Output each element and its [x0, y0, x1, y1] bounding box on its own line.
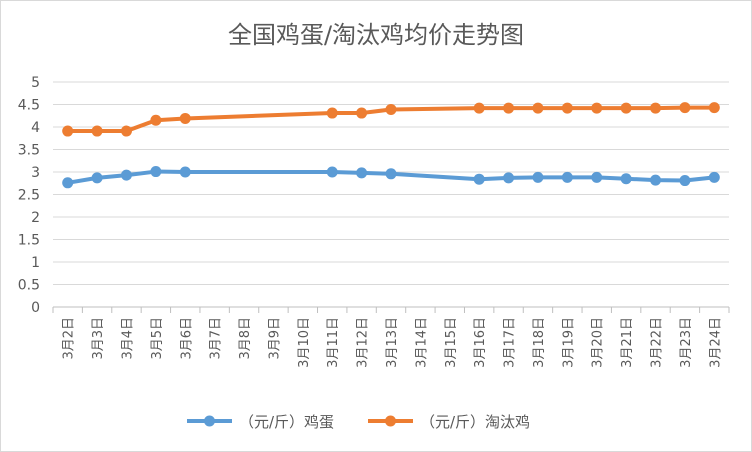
data-point — [91, 125, 103, 137]
data-point — [561, 102, 573, 114]
y-axis-ticks: 0 0.5 1 1.5 2 2.5 3 3.5 4 4.5 5 — [18, 75, 40, 316]
x-tick-label: 3月23日 — [679, 317, 694, 368]
data-point — [679, 175, 691, 187]
data-point — [650, 102, 662, 114]
data-point — [679, 102, 691, 114]
data-point — [91, 172, 103, 184]
y-tick-label: 0.5 — [18, 278, 40, 294]
y-tick-label: 2.5 — [18, 188, 40, 204]
data-point — [532, 171, 544, 183]
x-tick-label: 3月16日 — [473, 317, 488, 368]
x-tick-label: 3月10日 — [297, 317, 312, 368]
data-point — [120, 169, 132, 181]
series-0 — [62, 166, 720, 189]
data-point — [708, 171, 720, 183]
y-tick-label: 3 — [31, 165, 40, 181]
data-point — [650, 174, 662, 186]
y-tick-label: 1 — [31, 255, 40, 271]
x-tick-label: 3月3日 — [91, 317, 106, 360]
data-point — [150, 166, 162, 178]
data-point — [708, 102, 720, 114]
data-point — [356, 107, 368, 119]
data-point — [503, 102, 515, 114]
x-tick-label: 3月21日 — [620, 317, 635, 368]
x-tick-label: 3月9日 — [267, 317, 282, 360]
data-point — [356, 167, 368, 179]
data-point — [620, 102, 632, 114]
data-point — [591, 102, 603, 114]
data-point — [62, 177, 74, 189]
x-tick-label: 3月4日 — [120, 317, 135, 360]
data-point — [120, 125, 132, 137]
x-tick-label: 3月5日 — [150, 317, 165, 360]
legend-marker-0 — [204, 415, 215, 427]
data-point — [620, 173, 632, 185]
y-tick-label: 5 — [31, 75, 40, 91]
x-tick-label: 3月7日 — [209, 317, 224, 360]
chart-title: 全国鸡蛋/淘汰鸡均价走势图 — [228, 21, 524, 49]
x-tick-label: 3月15日 — [444, 317, 459, 368]
data-point — [326, 107, 338, 119]
data-point — [473, 102, 485, 114]
series-1 — [62, 102, 720, 137]
x-axis: 3月2日 3月3日 3月4日 3月5日 3月6日 3月7日 3月8日 3月9日 3月10日 3月1… — [52, 307, 730, 368]
x-tick-label: 3月22日 — [650, 317, 665, 368]
y-tick-label: 0 — [31, 300, 40, 316]
x-tick-label: 3月13日 — [385, 317, 400, 368]
x-tick-label: 3月2日 — [62, 317, 77, 360]
x-tick-label: 3月18日 — [532, 317, 547, 368]
x-tick-label: 3月17日 — [503, 317, 518, 368]
x-tick-label: 3月14日 — [414, 317, 429, 368]
y-tick-label: 1.5 — [18, 233, 40, 249]
data-point — [561, 171, 573, 183]
data-point — [385, 168, 397, 180]
series-group — [62, 102, 720, 189]
y-tick-label: 4.5 — [18, 98, 40, 114]
data-point — [473, 173, 485, 185]
x-tick-label: 3月8日 — [238, 317, 253, 360]
data-point — [532, 102, 544, 114]
y-tick-label: 4 — [31, 120, 40, 136]
y-tick-label: 3.5 — [18, 143, 40, 159]
x-tick-label: 3月24日 — [708, 317, 723, 368]
data-point — [179, 166, 191, 178]
data-point — [591, 171, 603, 183]
x-tick-label: 3月20日 — [591, 317, 606, 368]
x-tick-label: 3月19日 — [561, 317, 576, 368]
x-tick-label: 3月12日 — [356, 317, 371, 368]
legend-label-0: （元/斤）鸡蛋 — [239, 413, 334, 431]
data-point — [150, 114, 162, 126]
data-point — [385, 103, 397, 115]
y-tick-label: 2 — [31, 210, 40, 226]
x-tick-label: 3月6日 — [179, 317, 194, 360]
data-point — [503, 172, 515, 184]
data-point — [326, 166, 338, 178]
data-point — [179, 112, 191, 124]
legend: （元/斤）鸡蛋 （元/斤）淘汰鸡 — [187, 413, 530, 431]
legend-label-1: （元/斤）淘汰鸡 — [420, 413, 530, 431]
x-tick-label: 3月11日 — [326, 317, 341, 368]
legend-marker-1 — [385, 415, 396, 427]
data-point — [62, 125, 74, 137]
